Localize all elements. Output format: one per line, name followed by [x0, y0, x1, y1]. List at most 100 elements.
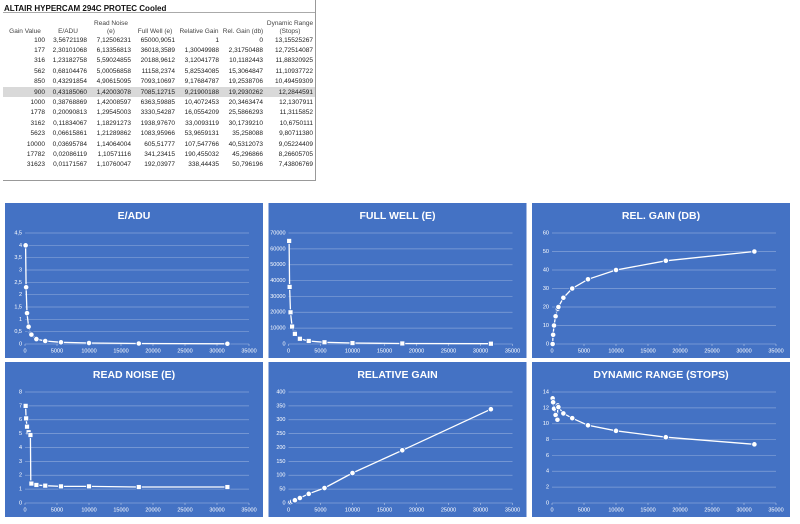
x-tick-label: 5000: [314, 348, 326, 354]
y-tick-label: 1: [19, 487, 22, 493]
y-tick-label: 400: [276, 389, 285, 395]
y-tick-label: 40: [543, 267, 549, 273]
x-tick-label: 0: [23, 507, 26, 513]
point: [286, 284, 293, 290]
column-header: Gain Value: [9, 27, 41, 35]
table-row: 31623 0,01171567 1,10760047 192,03977 338,44…: [3, 160, 315, 170]
point: [24, 423, 30, 430]
table-cell: 15,3064847: [228, 67, 263, 75]
table-cell: 316: [34, 57, 45, 65]
point: [560, 294, 567, 301]
x-tick-label: 5000: [578, 507, 590, 513]
table-cell: 0,11834067: [53, 119, 87, 127]
table-row: 850 0,43291854 4,90615095 7093,10697 9,17684…: [3, 77, 315, 87]
point: [58, 483, 64, 490]
table-cell: 10000: [26, 140, 45, 148]
y-tick-label: 6: [19, 417, 22, 423]
point: [321, 339, 328, 346]
spreadsheet: ALTAIR HYPERCAM 294C PROTEC Cooled Gain …: [3, 0, 316, 181]
point: [28, 480, 35, 487]
y-tick-label: 60: [543, 230, 549, 236]
table-cell: 3330,54287: [140, 109, 175, 117]
x-tick-label: 25000: [441, 507, 456, 513]
x-tick-label: 20000: [145, 507, 160, 513]
point: [612, 427, 620, 434]
x-tick-label: 25000: [177, 348, 192, 354]
point: [291, 330, 298, 337]
x-tick-label: 15000: [113, 507, 128, 513]
x-tick-label: 20000: [145, 348, 160, 354]
x-tick-label: 10000: [345, 507, 360, 513]
table-row: 5623 0,06615861 1,21289862 1083,95966 53,965…: [3, 129, 315, 139]
column-header: E/ADU: [58, 27, 78, 35]
table-cell: 20188,9612: [140, 57, 175, 65]
point: [584, 422, 592, 429]
table-row: 1778 0,20090813 1,29545003 3330,54287 16,055…: [3, 108, 315, 118]
table-cell: 33,0093119: [185, 119, 219, 127]
x-tick-label: 20000: [409, 348, 424, 354]
table-cell: 12,2844591: [265, 86, 315, 98]
column-header: Full Well (e): [137, 27, 173, 35]
table-cell: 7,43806769: [278, 161, 313, 169]
x-tick-label: 5000: [578, 348, 590, 354]
table-cell: 900: [3, 86, 47, 98]
y-tick-label: 1: [19, 317, 22, 323]
point: [289, 323, 295, 330]
x-tick-label: 10000: [608, 507, 623, 513]
table-row: 1000 0,38768869 1,42008597 6363,59885 10,407…: [3, 97, 315, 107]
table-cell: 65000,9051: [140, 36, 175, 44]
x-tick-label: 15000: [640, 507, 655, 513]
x-tick-label: 25000: [704, 348, 719, 354]
y-tick-label: 3,5: [14, 255, 22, 261]
y-tick-label: 4: [19, 445, 22, 451]
table-cell: 1,21289862: [96, 130, 131, 138]
y-tick-label: 4: [546, 469, 549, 475]
point: [554, 416, 561, 423]
chart-panel: [532, 362, 790, 517]
y-tick-label: 350: [276, 403, 285, 409]
table-cell: 11,10937722: [275, 67, 313, 75]
point: [27, 432, 34, 438]
point: [22, 402, 29, 409]
table-cell: 1,10760047: [96, 161, 131, 169]
chart-title: READ NOISE (E): [93, 369, 175, 381]
x-tick-label: 35000: [241, 348, 256, 354]
y-tick-label: 200: [276, 445, 285, 451]
x-tick-label: 30000: [473, 507, 488, 513]
y-tick-label: 70000: [270, 230, 285, 236]
chart-title: REL. GAIN (DB): [622, 210, 700, 222]
table-cell: 1,30049988: [184, 47, 219, 55]
table-cell: 1,18291273: [96, 119, 131, 127]
point: [23, 415, 30, 422]
table-row: 562 0,68104476 5,00056858 11158,2374 5,82534…: [3, 66, 315, 76]
y-tick-label: 30000: [270, 294, 285, 300]
table-cell: 192,03977: [144, 161, 175, 169]
x-tick-label: 35000: [768, 507, 783, 513]
table-cell: 0,06615861: [52, 130, 87, 138]
table-cell: 177: [34, 47, 45, 55]
column-header: Rel. Gain (db): [222, 27, 264, 35]
point: [550, 322, 558, 329]
table-cell: 50,796196: [232, 161, 263, 169]
table-title: ALTAIR HYPERCAM 294C PROTEC Cooled: [3, 0, 315, 13]
table-cell: 0,38768869: [52, 99, 87, 107]
point: [321, 484, 328, 492]
table-cell: 0,43185060: [47, 86, 89, 98]
table-cell: 7,12506231: [96, 36, 131, 44]
point: [286, 238, 293, 244]
y-tick-label: 10: [543, 323, 549, 329]
table-cell: 9,80711380: [279, 130, 313, 138]
table-cell: 11,88320925: [275, 57, 313, 65]
chart-title: DYNAMIC RANGE (STOPS): [593, 369, 728, 381]
table-cell: 7093,10697: [140, 78, 175, 86]
y-tick-label: 12: [543, 405, 549, 411]
table-cell: 1938,97670: [140, 119, 175, 127]
x-tick-label: 5000: [51, 348, 63, 354]
table-cell: 0,68104476: [52, 67, 87, 75]
x-tick-label: 15000: [377, 348, 392, 354]
table-cell: 2,31750488: [228, 47, 263, 55]
table-cell: 341,23415: [144, 150, 175, 158]
table-cell: 19,2538706: [228, 78, 263, 86]
